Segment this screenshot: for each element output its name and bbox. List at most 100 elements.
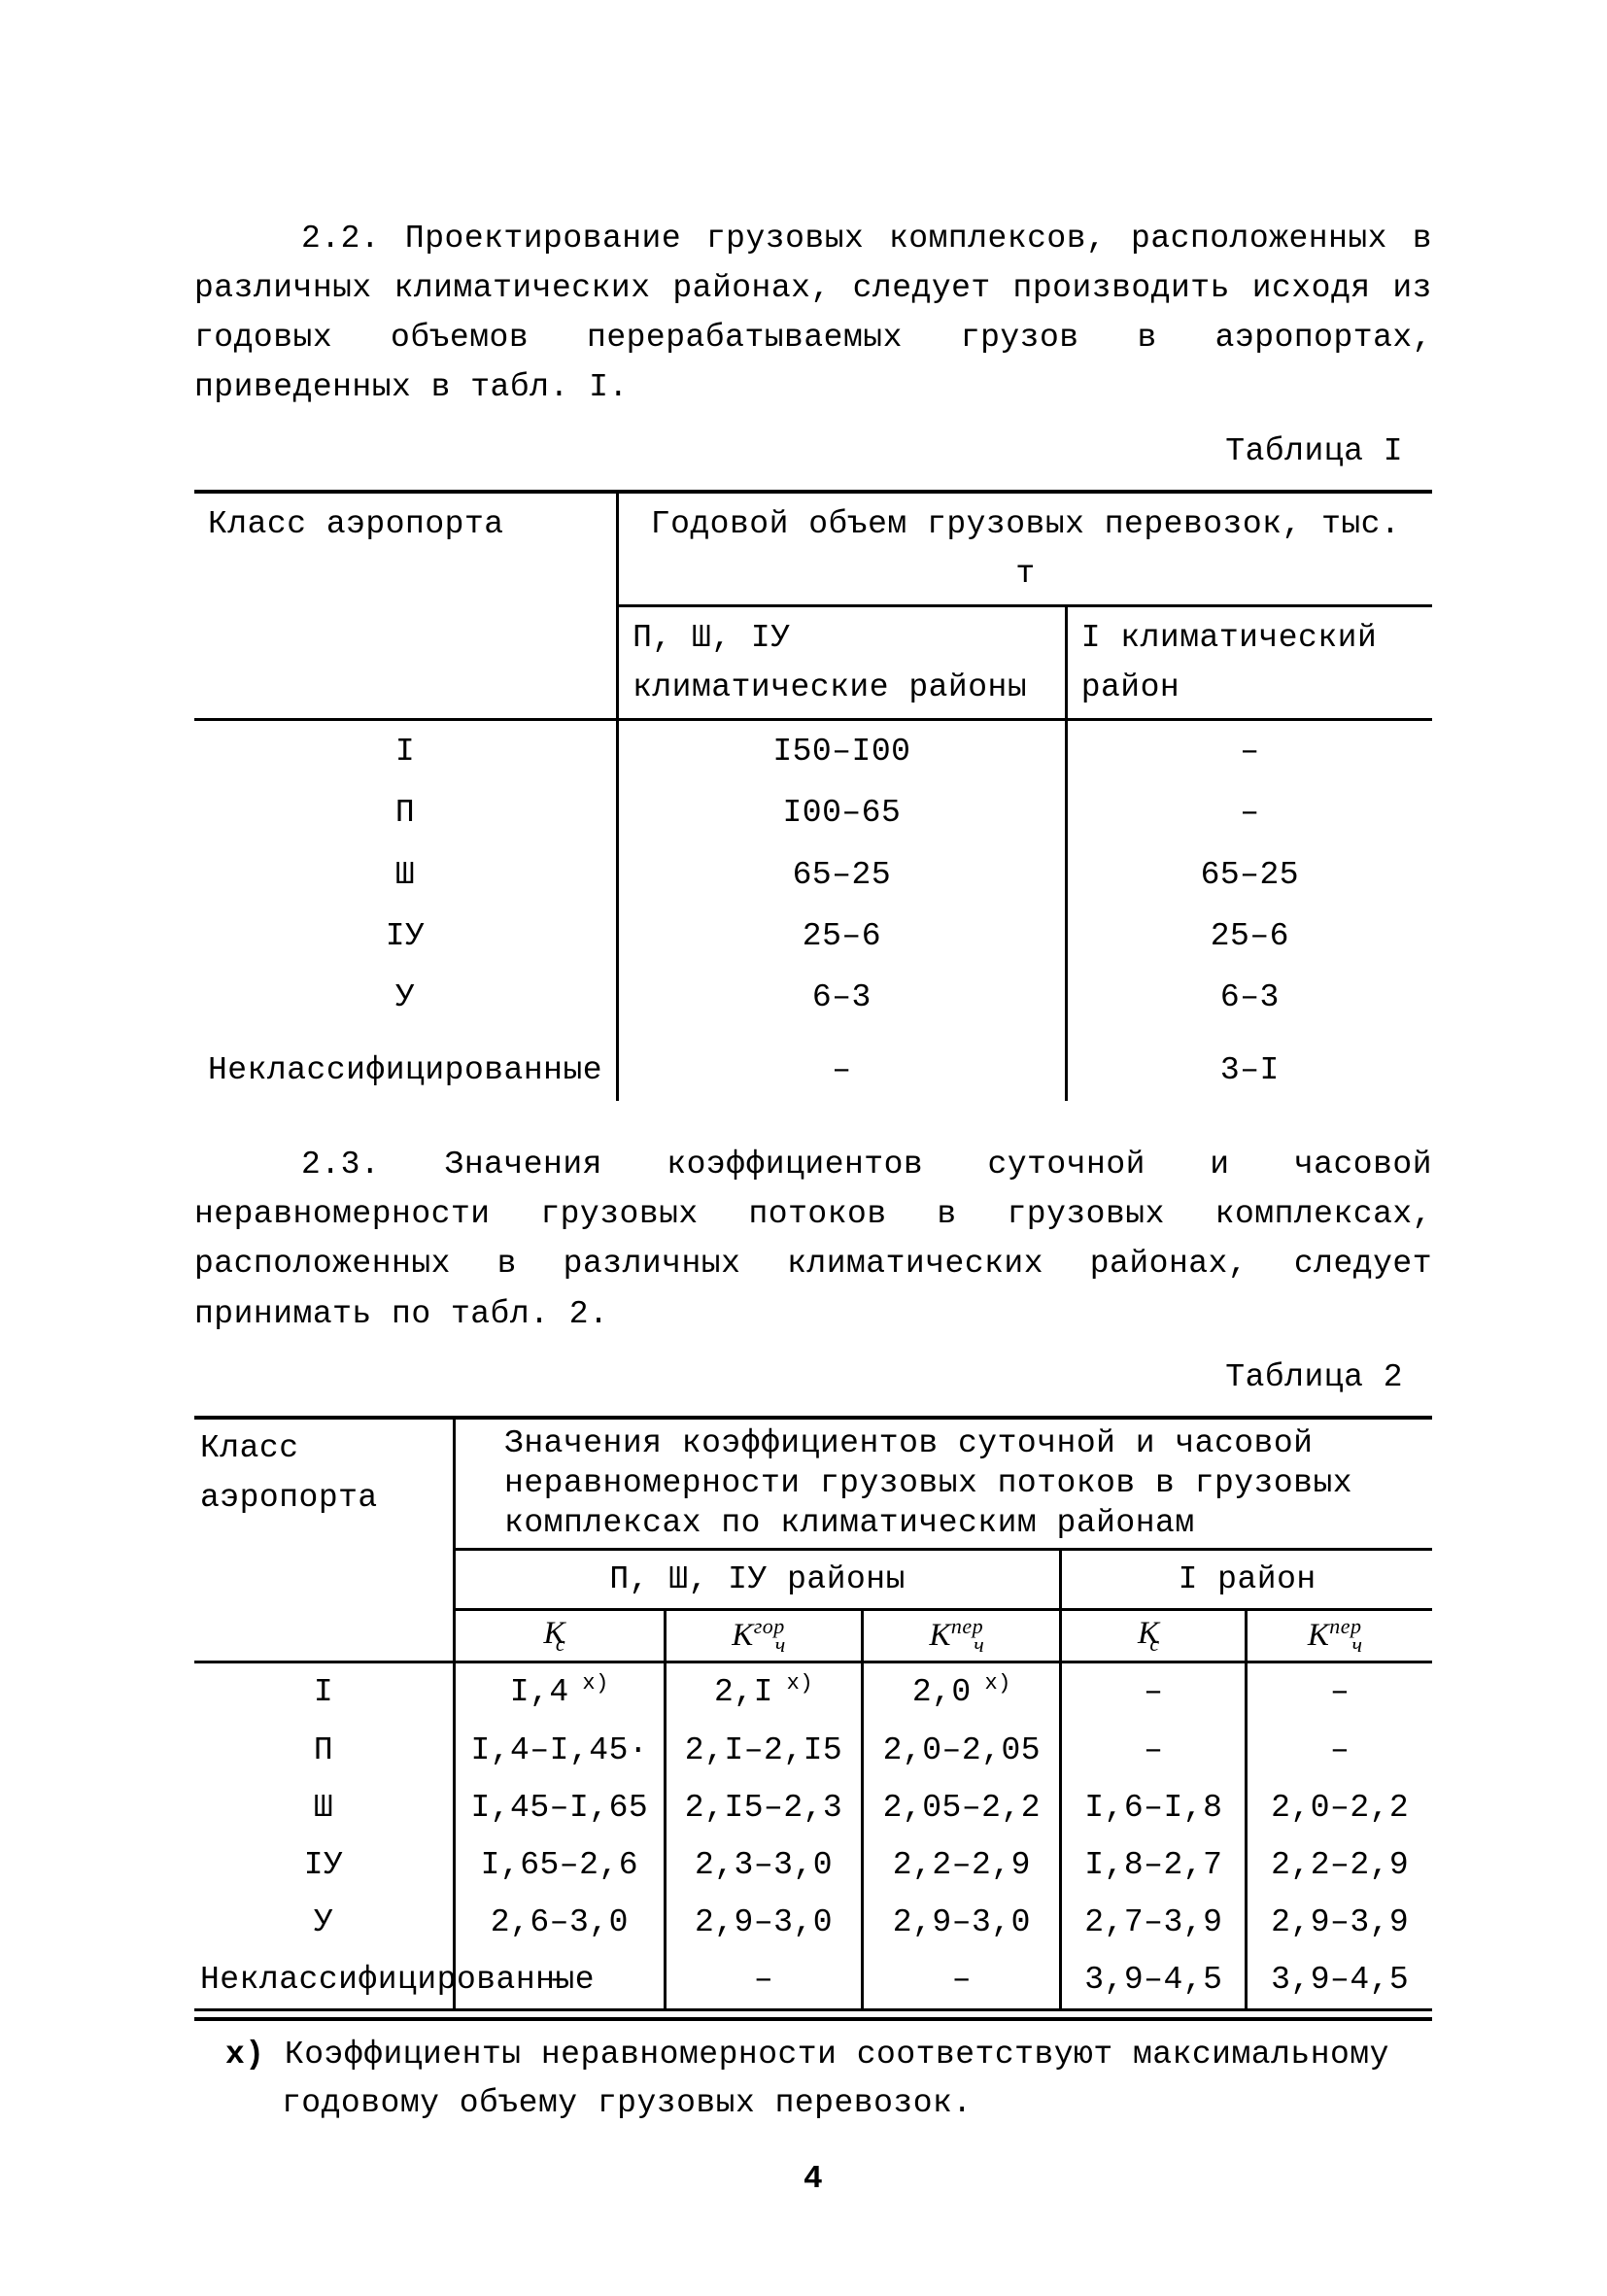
- table-2-cell: 2,9–3,9: [1247, 1894, 1432, 1951]
- table-1-cell: I50–I00: [618, 720, 1067, 783]
- table-1-cell: 25–6: [618, 906, 1067, 967]
- table-2-cell: 2,I5–2,3: [665, 1779, 863, 1836]
- table-2-cell: –: [665, 1951, 863, 2010]
- table-2-cell: 2,I х): [665, 1662, 863, 1722]
- table-2-cell: 2,0–2,2: [1247, 1779, 1432, 1836]
- table-row: У2,6–3,02,9–3,02,9–3,02,7–3,92,9–3,9: [194, 1894, 1432, 1951]
- footnote-ref: х): [972, 1671, 1011, 1696]
- paragraph-2-2: 2.2. Проектирование грузовых комплексов,…: [194, 214, 1432, 413]
- table-2-cell: IУ: [194, 1836, 455, 1894]
- table-1-cell: 6–3: [618, 967, 1067, 1028]
- table-2-cell: I,6–I,8: [1061, 1779, 1247, 1836]
- table-2-cell: 2,2–2,9: [863, 1836, 1061, 1894]
- table-2-cell: 2,3–3,0: [665, 1836, 863, 1894]
- table-2-cell: –: [1061, 1722, 1247, 1779]
- table-2-cell: 2,0–2,05: [863, 1722, 1061, 1779]
- paragraph-2-3: 2.3. Значения коэффициентов суточной и ч…: [194, 1140, 1432, 1339]
- sym-text: К: [1308, 1618, 1329, 1653]
- table-2-cell: –: [1061, 1662, 1247, 1722]
- table-2-cell: У: [194, 1894, 455, 1951]
- footnote-marker: х): [225, 2037, 265, 2073]
- sym-sub: ч: [1352, 1632, 1363, 1657]
- footnote-ref: х): [569, 1671, 609, 1696]
- table-row: П I00–65 –: [194, 782, 1432, 843]
- document-page: 2.2. Проектирование грузовых комплексов,…: [0, 0, 1607, 2296]
- table-2-cell: 2,7–3,9: [1061, 1894, 1247, 1951]
- table-2-cell: 3,9–4,5: [1061, 1951, 1247, 2010]
- table-1-cell: IУ: [194, 906, 618, 967]
- table-1-cell: 65–25: [618, 844, 1067, 906]
- table-2-cell: –: [1247, 1722, 1432, 1779]
- sym-sub: с: [556, 1631, 565, 1656]
- table-1-cell: –: [618, 1028, 1067, 1101]
- table-row: Неклассифицированные – 3–I: [194, 1028, 1432, 1101]
- table-1-col-sub-a: П, Ш, IУ климатические районы: [618, 605, 1067, 719]
- table-2-sym-k4per: Кперч: [863, 1609, 1061, 1662]
- table-2-cell: 2,2–2,9: [1247, 1836, 1432, 1894]
- footnote-ref: х): [773, 1671, 813, 1696]
- table-2-cell: 2,I–2,I5: [665, 1722, 863, 1779]
- table-row: IУ 25–6 25–6: [194, 906, 1432, 967]
- table-1-col-super: Годовой объем грузовых перевозок, тыс. т: [618, 492, 1432, 606]
- table-1-cell: У: [194, 967, 618, 1028]
- table-2-cell: I,8–2,7: [1061, 1836, 1247, 1894]
- table-2-sym-k4gor: Кгорч: [665, 1609, 863, 1662]
- table-2-cell: I,4–I,45·: [455, 1722, 666, 1779]
- table-1-cell: 6–3: [1066, 967, 1432, 1028]
- table-row: ПI,4–I,45·2,I–2,I52,0–2,05––: [194, 1722, 1432, 1779]
- table-2-cell: I,4 х): [455, 1662, 666, 1722]
- footnote-rule: [194, 2017, 1432, 2021]
- sym-text: К: [930, 1618, 951, 1653]
- paragraph-2-2-text: 2.2. Проектирование грузовых комплексов,…: [194, 221, 1432, 405]
- sym-sub: ч: [974, 1632, 984, 1657]
- table-row: Ш 65–25 65–25: [194, 844, 1432, 906]
- page-number: 4: [194, 2154, 1432, 2204]
- table-2-group-a: П, Ш, IУ районы: [455, 1549, 1061, 1609]
- table-2-sym-k4per-b: Кперч: [1247, 1609, 1432, 1662]
- table-2-sym-kc: Кс: [455, 1609, 666, 1662]
- table-2-cell: Неклассифицированные: [194, 1951, 455, 2010]
- table-2-cell: I,65–2,6: [455, 1836, 666, 1894]
- table-2: Класс аэропорта Значения коэффициентов с…: [194, 1416, 1432, 2012]
- table-1-cell: –: [1066, 720, 1432, 783]
- table-2-cell: I,45–I,65: [455, 1779, 666, 1836]
- table-2-cell: 2,05–2,2: [863, 1779, 1061, 1836]
- table-1-col-class: Класс аэропорта: [194, 492, 618, 720]
- table-2-body: II,4 х)2,I х)2,0 х)––ПI,4–I,45·2,I–2,I52…: [194, 1662, 1432, 2010]
- table-row: I I50–I00 –: [194, 720, 1432, 783]
- table-2-cell: 2,0 х): [863, 1662, 1061, 1722]
- table-2-cell: Ш: [194, 1779, 455, 1836]
- table-1-cell: П: [194, 782, 618, 843]
- table-2-cell: 3,9–4,5: [1247, 1951, 1432, 2010]
- table-2-sym-kc-b: Кс: [1061, 1609, 1247, 1662]
- table-2-cell: –: [863, 1951, 1061, 2010]
- paragraph-2-3-text: 2.3. Значения коэффициентов суточной и ч…: [194, 1147, 1432, 1331]
- table-1-body: I I50–I00 – П I00–65 – Ш 65–25 65–25 IУ …: [194, 720, 1432, 1101]
- table-1-label: Таблица I: [194, 427, 1403, 476]
- footnote-text: Коэффициенты неравномерности соответству…: [282, 2037, 1389, 2121]
- table-2-cell: П: [194, 1722, 455, 1779]
- table-2-group-b: I район: [1061, 1549, 1432, 1609]
- table-row: IУI,65–2,62,3–3,02,2–2,9I,8–2,72,2–2,9: [194, 1836, 1432, 1894]
- table-1-col-sub-b: I климатический район: [1066, 605, 1432, 719]
- table-row: II,4 х)2,I х)2,0 х)––: [194, 1662, 1432, 1722]
- table-row: ШI,45–I,652,I5–2,32,05–2,2I,6–I,82,0–2,2: [194, 1779, 1432, 1836]
- table-2-label: Таблица 2: [194, 1353, 1403, 1402]
- table-2-cell: I: [194, 1662, 455, 1722]
- table-2-col-class: Класс аэропорта: [194, 1418, 455, 1662]
- table-1-cell: 3–I: [1066, 1028, 1432, 1101]
- table-1-cell: 25–6: [1066, 906, 1432, 967]
- sym-sub: ч: [775, 1632, 786, 1657]
- footnote: х) Коэффициенты неравномерности соответс…: [194, 2031, 1432, 2127]
- table-1-cell: I: [194, 720, 618, 783]
- table-1-cell: Неклассифицированные: [194, 1028, 618, 1101]
- table-row: У 6–3 6–3: [194, 967, 1432, 1028]
- table-2-cell: 2,6–3,0: [455, 1894, 666, 1951]
- table-1-cell: 65–25: [1066, 844, 1432, 906]
- table-1-cell: Ш: [194, 844, 618, 906]
- table-1-cell: I00–65: [618, 782, 1067, 843]
- table-2-cell: 2,9–3,0: [665, 1894, 863, 1951]
- sym-text: К: [732, 1618, 753, 1653]
- table-2-cell: 2,9–3,0: [863, 1894, 1061, 1951]
- table-1-cell: –: [1066, 782, 1432, 843]
